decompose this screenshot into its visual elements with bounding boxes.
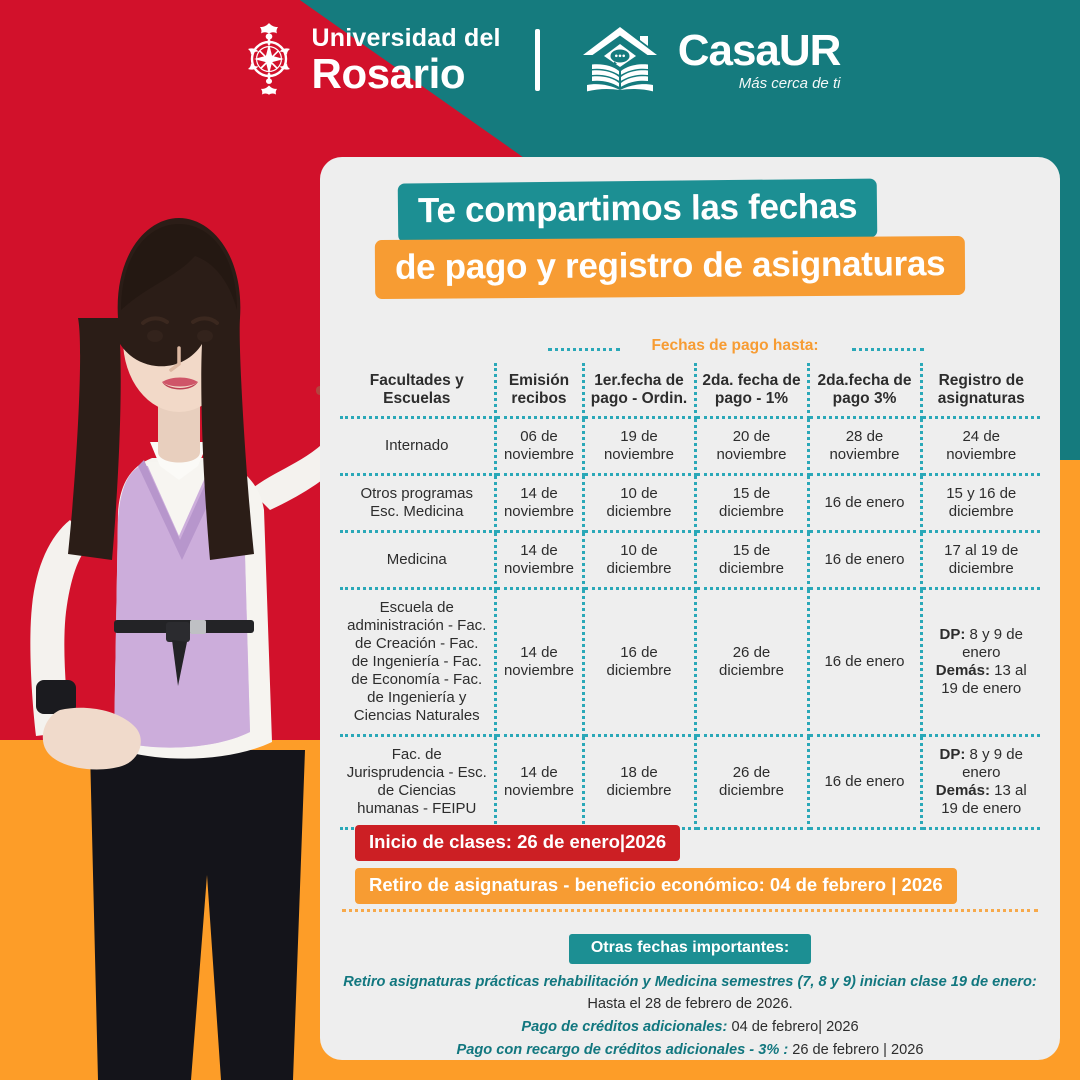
header-logo-bar: Universidad del Rosario bbox=[0, 0, 1080, 120]
table-row: Medicina 14 de noviembre 10 de diciembre… bbox=[340, 531, 1040, 591]
cell-pago2: 26 de diciembre bbox=[695, 735, 810, 831]
casa-ur-wordmark: CasaUR Más cerca de ti bbox=[677, 26, 842, 92]
footer-separator bbox=[342, 909, 1038, 912]
otras-fechas-badge: Otras fechas importantes: bbox=[568, 934, 812, 964]
column-header-emision: Emisión recibos bbox=[495, 363, 585, 420]
cell-registro: DP: 8 y 9 de enero Demás: 13 al 19 de en… bbox=[921, 588, 1040, 738]
cell-pago3: 16 de enero bbox=[808, 531, 923, 591]
casa-ur-logo: CasaUR Más cerca de ti bbox=[574, 24, 841, 96]
universidad-wordmark: Universidad del Rosario bbox=[311, 23, 501, 97]
cell-emision: 14 de noviembre bbox=[495, 735, 585, 831]
vertical-divider-icon bbox=[534, 29, 540, 91]
cell-registro: 15 y 16 de diciembre bbox=[921, 474, 1040, 534]
cell-pago1: 10 de diciembre bbox=[583, 474, 697, 534]
universidad-del-rosario-logo: Universidad del Rosario bbox=[240, 21, 501, 99]
footer-note-bold: Pago de créditos adicionales: bbox=[521, 1018, 728, 1035]
registro-dp-label: DP: bbox=[939, 626, 966, 644]
column-header-pago2: 2da. fecha de pago - 1% bbox=[695, 363, 810, 420]
inicio-clases-bar: Inicio de clases: 26 de enero|2026 bbox=[355, 825, 681, 861]
span-header-dots-left bbox=[548, 348, 620, 351]
table-body: Internado 06 de noviembre 19 de noviembr… bbox=[340, 417, 1040, 831]
rosario-crest-icon bbox=[240, 21, 298, 99]
retiro-asignaturas-bar: Retiro de asignaturas - beneficio económ… bbox=[355, 868, 957, 904]
schedule-table-area: Fechas de pago hasta: Facultades y Escue… bbox=[340, 337, 1040, 831]
universidad-line2: Rosario bbox=[311, 49, 466, 97]
column-header-facultades: Facultades y Escuelas bbox=[340, 363, 497, 420]
footer-note-line: Pago de créditos adicionales: 04 de febr… bbox=[332, 1017, 1048, 1039]
table-row: Escuela de administración - Fac. de Crea… bbox=[340, 588, 1040, 738]
cell-emision: 14 de noviembre bbox=[495, 474, 585, 534]
cell-registro: DP: 8 y 9 de enero Demás: 13 al 19 de en… bbox=[921, 735, 1040, 831]
table-header-row: Facultades y Escuelas Emisión recibos 1e… bbox=[340, 363, 1040, 420]
registro-demas-label: Demás: bbox=[935, 662, 990, 680]
casa-ur-house-book-icon bbox=[574, 24, 666, 96]
cell-pago2: 15 de diciembre bbox=[695, 531, 810, 591]
schedule-table: Facultades y Escuelas Emisión recibos 1e… bbox=[340, 363, 1040, 831]
cell-facultad: Medicina bbox=[340, 531, 497, 591]
footer-note-bold: Pago con recargo de créditos adicionales… bbox=[456, 1041, 789, 1058]
registro-dp-value: 8 y 9 de enero bbox=[962, 626, 1023, 662]
column-header-registro: Registro de asignaturas bbox=[921, 363, 1040, 420]
footer-note-bold: Retiro asignaturas prácticas rehabilitac… bbox=[343, 974, 1037, 990]
cell-pago1: 19 de noviembre bbox=[583, 417, 697, 477]
cell-pago1: 10 de diciembre bbox=[583, 531, 697, 591]
cell-pago1: 16 de diciembre bbox=[583, 588, 697, 738]
registro-demas-value: 13 al 19 de enero bbox=[941, 662, 1027, 698]
cell-pago3: 16 de enero bbox=[808, 474, 923, 534]
title-line2-ribbon: de pago y registro de asignaturas bbox=[374, 235, 966, 300]
table-row: Internado 06 de noviembre 19 de noviembr… bbox=[340, 417, 1040, 477]
footer-note-line: Retiro asignaturas prácticas rehabilitac… bbox=[332, 972, 1048, 1016]
cell-registro: 24 de noviembre bbox=[921, 417, 1040, 477]
cell-facultad: Fac. de Jurisprudencia - Esc. de Ciencia… bbox=[340, 735, 497, 831]
cell-pago2: 26 de diciembre bbox=[695, 588, 810, 738]
footer-notes: Retiro asignaturas prácticas rehabilitac… bbox=[332, 972, 1048, 1063]
content-card: Te compartimos las fechas de pago y regi… bbox=[320, 157, 1060, 1060]
cell-pago1: 18 de diciembre bbox=[583, 735, 697, 831]
cell-facultad: Escuela de administración - Fac. de Crea… bbox=[340, 588, 497, 738]
casa-ur-name: CasaUR bbox=[677, 26, 842, 75]
cell-facultad: Otros programas Esc. Medicina bbox=[340, 474, 497, 534]
registro-dp-value: 8 y 9 de enero bbox=[962, 746, 1023, 782]
cell-pago2: 15 de diciembre bbox=[695, 474, 810, 534]
registro-demas-label: Demás: bbox=[935, 782, 990, 800]
presenter-photo bbox=[0, 190, 400, 1080]
highlight-bars: Inicio de clases: 26 de enero|2026 Retir… bbox=[355, 825, 957, 904]
registro-dp-label: DP: bbox=[939, 746, 966, 764]
cell-emision: 14 de noviembre bbox=[495, 588, 585, 738]
cell-registro: 17 al 19 de diciembre bbox=[921, 531, 1040, 591]
column-header-pago3: 2da.fecha de pago 3% bbox=[808, 363, 923, 420]
cell-pago2: 20 de noviembre bbox=[695, 417, 810, 477]
cell-pago3: 16 de enero bbox=[808, 588, 923, 738]
title-line1-ribbon: Te compartimos las fechas bbox=[397, 178, 878, 243]
footer-note-line: Pago con recargo de créditos adicionales… bbox=[332, 1040, 1048, 1062]
cell-emision: 14 de noviembre bbox=[495, 531, 585, 591]
footer-note-normal: 26 de febrero | 2026 bbox=[788, 1041, 924, 1058]
cell-emision: 06 de noviembre bbox=[495, 417, 585, 477]
registro-demas-value: 13 al 19 de enero bbox=[941, 782, 1027, 818]
otras-fechas-header: Otras fechas importantes: bbox=[320, 934, 1060, 964]
footer-note-normal: 04 de febrero| 2026 bbox=[727, 1018, 859, 1035]
span-header-dots-right bbox=[852, 348, 924, 351]
span-header-label: Fechas de pago hasta: bbox=[651, 337, 819, 354]
universidad-line1: Universidad del bbox=[311, 23, 501, 52]
cell-pago3: 28 de noviembre bbox=[808, 417, 923, 477]
table-row: Fac. de Jurisprudencia - Esc. de Ciencia… bbox=[340, 735, 1040, 831]
footer-note-normal: Hasta el 28 de febrero de 2026. bbox=[587, 995, 793, 1012]
casa-ur-tagline: Más cerca de ti bbox=[738, 75, 841, 92]
cell-pago3: 16 de enero bbox=[808, 735, 923, 831]
table-row: Otros programas Esc. Medicina 14 de novi… bbox=[340, 474, 1040, 534]
cell-facultad: Internado bbox=[340, 417, 497, 477]
payment-dates-span-header: Fechas de pago hasta: bbox=[340, 337, 1040, 363]
column-header-pago1: 1er.fecha de pago - Ordin. bbox=[583, 363, 697, 420]
